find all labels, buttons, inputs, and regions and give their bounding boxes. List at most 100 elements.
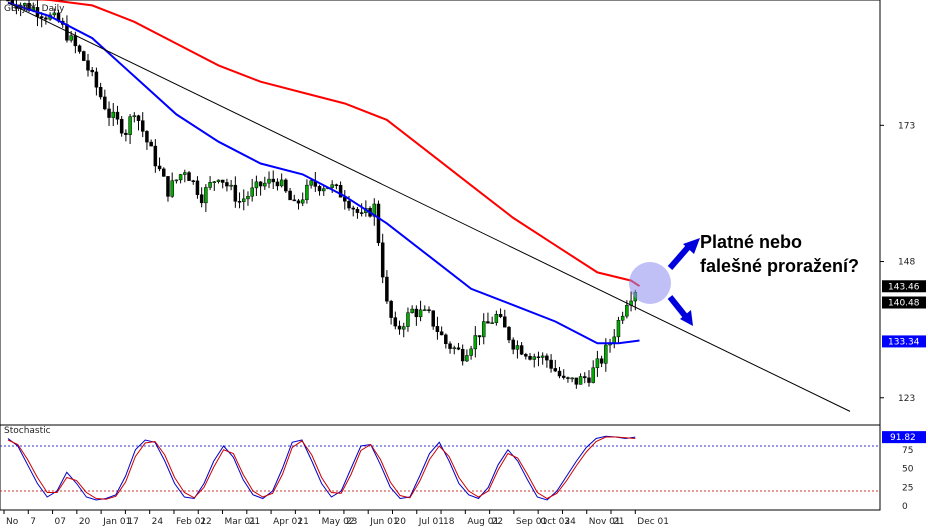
- arrow-down: [667, 295, 689, 319]
- candle-body: [380, 242, 385, 278]
- candle-body: [82, 51, 86, 61]
- candle-body: [515, 345, 520, 350]
- candle-body: [153, 145, 158, 167]
- candle-body: [174, 179, 179, 182]
- candle-body: [498, 313, 503, 317]
- candle-body: [204, 187, 208, 204]
- y-tick-label: 123: [898, 394, 915, 404]
- price-tag-box: [882, 296, 926, 309]
- x-tick-label: 22: [200, 517, 211, 527]
- candle-body: [574, 377, 579, 385]
- candle-body: [347, 200, 351, 209]
- candle-body: [507, 326, 511, 341]
- candle-body: [86, 60, 90, 71]
- candle-body: [212, 181, 217, 183]
- candle-body: [157, 165, 162, 170]
- candle-body: [220, 179, 225, 183]
- candle-body: [103, 96, 107, 110]
- candle-body: [279, 179, 284, 187]
- x-tick-label: Mar 01: [225, 517, 256, 527]
- stochastic-title: Stochastic: [4, 426, 51, 436]
- candle-body: [284, 179, 288, 192]
- candle-body: [414, 308, 419, 318]
- candle-body: [263, 182, 267, 187]
- candle-body: [477, 335, 482, 338]
- candle-body: [250, 187, 254, 197]
- x-tick-label: 7: [30, 517, 36, 527]
- stochastic-frame: [0, 424, 881, 511]
- candle-body: [170, 180, 174, 197]
- stoch-series-1: [7, 436, 636, 500]
- x-tick-label: 21: [249, 517, 260, 527]
- candle-body: [94, 71, 99, 88]
- x-tick-label: Feb 01: [176, 517, 206, 527]
- candle-body: [385, 276, 389, 302]
- stoch-tick-label: 91.82: [890, 433, 916, 443]
- stoch-tick-label: 0: [902, 502, 908, 512]
- candle-body: [77, 45, 82, 52]
- ma-red-line: [34, 0, 641, 287]
- candle-body: [494, 313, 499, 323]
- candle-body: [389, 300, 393, 318]
- candle-body: [149, 141, 153, 147]
- candle-body: [595, 358, 600, 369]
- candle-body: [225, 182, 229, 187]
- candle-body: [578, 376, 583, 385]
- candle-body: [481, 321, 486, 338]
- candle-body: [528, 356, 532, 360]
- candle-body: [435, 326, 440, 332]
- x-tick-label: May 02: [322, 517, 355, 527]
- candle-body: [73, 35, 78, 47]
- candle-body: [6, 0, 10, 2]
- candle-body: [376, 203, 381, 244]
- candle-body: [229, 184, 233, 187]
- price-tag-box: [882, 280, 926, 293]
- candle-body: [486, 321, 490, 324]
- candle-body: [545, 355, 549, 361]
- candle-body: [549, 359, 553, 369]
- candle-body: [119, 118, 124, 134]
- candle-body: [431, 310, 435, 327]
- stoch-tick-label: 75: [902, 446, 913, 456]
- candle-body: [503, 316, 507, 328]
- candle-body: [317, 186, 322, 192]
- candle-body: [69, 35, 73, 41]
- ma-blue-line: [7, 1, 640, 345]
- candle-body: [473, 335, 478, 350]
- candle-body: [300, 199, 305, 204]
- x-tick-label: Jun 01: [369, 517, 398, 527]
- candle-body: [111, 111, 115, 118]
- x-tick-label: 18: [443, 517, 455, 527]
- candle-body: [23, 3, 27, 6]
- candle-body: [107, 108, 111, 118]
- candle-body: [90, 69, 94, 73]
- candle-body: [199, 194, 204, 204]
- candle-body: [397, 325, 402, 330]
- candle-body: [423, 309, 427, 311]
- candle-body: [460, 349, 465, 362]
- candle-body: [98, 86, 103, 98]
- annotation-highlight: [629, 262, 671, 304]
- candle-body: [570, 377, 574, 380]
- trendline: [7, 2, 851, 412]
- candle-body: [191, 180, 195, 182]
- candle-body: [178, 174, 183, 181]
- y-tick-label: 148: [898, 258, 915, 268]
- candle-body: [254, 181, 259, 189]
- candle-body: [52, 12, 57, 16]
- candle-body: [401, 326, 406, 330]
- chart-title: GBPJPY, Daily: [4, 4, 65, 14]
- x-tick-label: Sep 01: [516, 517, 547, 527]
- candle-body: [330, 184, 334, 188]
- stoch-series-0: [7, 435, 636, 501]
- candle-body: [524, 354, 528, 357]
- x-tick-label: 24: [564, 517, 576, 527]
- stoch-value-box: [882, 431, 926, 444]
- candle-body: [427, 309, 431, 311]
- candle-body: [561, 375, 566, 378]
- x-tick-label: Dec 01: [637, 517, 669, 527]
- candle-body: [292, 199, 297, 202]
- candle-body: [448, 343, 452, 349]
- x-tick-label: 07: [55, 517, 66, 527]
